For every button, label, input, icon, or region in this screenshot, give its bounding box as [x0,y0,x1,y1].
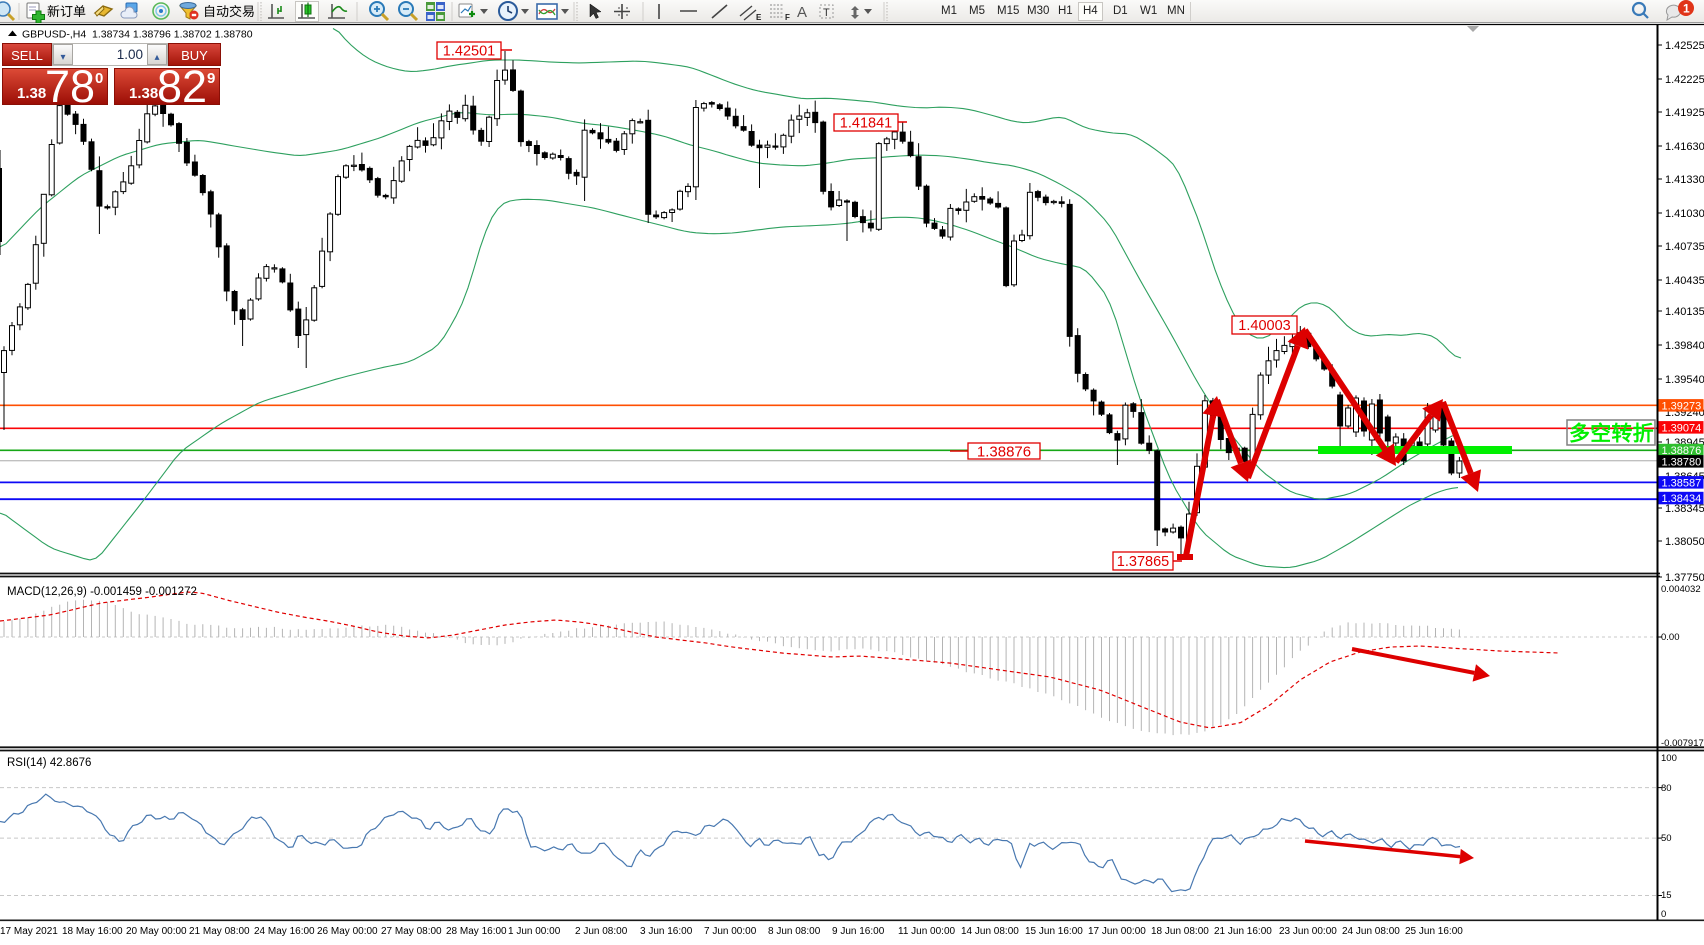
svg-text:17 May 2021: 17 May 2021 [0,926,58,937]
svg-text:1.41330: 1.41330 [1665,174,1704,186]
svg-text:20 May 00:00: 20 May 00:00 [126,926,187,937]
svg-text:1: 1 [1683,2,1690,16]
svg-text:9 Jun 16:00: 9 Jun 16:00 [832,926,885,937]
svg-text:1.42225: 1.42225 [1665,74,1704,86]
svg-text:0.00: 0.00 [1661,632,1680,643]
svg-text:18 Jun 08:00: 18 Jun 08:00 [1151,926,1209,937]
svg-text:21 May 08:00: 21 May 08:00 [189,926,250,937]
svg-text:14 Jun 08:00: 14 Jun 08:00 [961,926,1019,937]
svg-text:1.37865: 1.37865 [1117,554,1169,570]
svg-text:1.41925: 1.41925 [1665,107,1704,119]
svg-text:1.42501: 1.42501 [443,44,495,60]
svg-text:15 Jun 16:00: 15 Jun 16:00 [1025,926,1083,937]
svg-text:E: E [756,13,762,22]
svg-text:1.37750: 1.37750 [1665,572,1704,584]
svg-text:1.40003: 1.40003 [1238,318,1290,334]
svg-text:18 May 16:00: 18 May 16:00 [62,926,123,937]
svg-text:MACD(12,26,9) -0.001459 -0.001: MACD(12,26,9) -0.001459 -0.001272 [7,586,197,598]
svg-text:1.41630: 1.41630 [1665,141,1704,153]
svg-text:27 May 08:00: 27 May 08:00 [381,926,442,937]
svg-text:1.38345: 1.38345 [1665,503,1704,515]
svg-text:1.40435: 1.40435 [1665,275,1704,287]
svg-text:1.39840: 1.39840 [1665,340,1704,352]
svg-text:-0.007917: -0.007917 [1661,738,1704,749]
svg-text:1.41030: 1.41030 [1665,208,1704,220]
svg-text:1.38780: 1.38780 [1662,457,1702,469]
svg-text:GBPUSD-,H4 1.38734 1.38796 1.: GBPUSD-,H4 1.38734 1.38796 1.38702 1.387… [22,29,253,41]
svg-text:A: A [797,4,807,21]
svg-text:8 Jun 08:00: 8 Jun 08:00 [768,926,821,937]
svg-text:11 Jun 00:00: 11 Jun 00:00 [898,926,956,937]
svg-text:T: T [823,7,830,19]
svg-text:7 Jun 00:00: 7 Jun 00:00 [704,926,757,937]
svg-text:1.38876: 1.38876 [977,443,1031,460]
svg-text:1.41841: 1.41841 [840,116,892,132]
svg-text:17 Jun 00:00: 17 Jun 00:00 [1088,926,1146,937]
svg-text:1.39273: 1.39273 [1662,401,1702,413]
svg-text:RSI(14) 42.8676: RSI(14) 42.8676 [7,757,91,769]
svg-text:1 Jun 00:00: 1 Jun 00:00 [508,926,561,937]
svg-text:1.38050: 1.38050 [1665,536,1704,548]
svg-text:80: 80 [1661,783,1672,794]
svg-text:1.39074: 1.39074 [1662,423,1702,435]
svg-text:28 May 16:00: 28 May 16:00 [446,926,507,937]
svg-text:1.39540: 1.39540 [1665,374,1704,386]
svg-text:100: 100 [1661,753,1677,764]
svg-text:3 Jun 16:00: 3 Jun 16:00 [640,926,693,937]
svg-text:0: 0 [1661,909,1666,920]
svg-text:24 Jun 08:00: 24 Jun 08:00 [1342,926,1400,937]
svg-text:1.38434: 1.38434 [1662,493,1702,505]
svg-text:1.38587: 1.38587 [1662,478,1702,490]
svg-text:21 Jun 16:00: 21 Jun 16:00 [1214,926,1272,937]
svg-text:50: 50 [1661,833,1672,844]
svg-text:23 Jun 00:00: 23 Jun 00:00 [1279,926,1337,937]
svg-text:F: F [785,13,790,22]
svg-text:15: 15 [1661,890,1672,901]
svg-text:25 Jun 16:00: 25 Jun 16:00 [1405,926,1463,937]
svg-text:0.004032: 0.004032 [1661,584,1701,595]
svg-text:1.40735: 1.40735 [1665,241,1704,253]
svg-text:1.42525: 1.42525 [1665,40,1704,52]
svg-text:2 Jun 08:00: 2 Jun 08:00 [575,926,628,937]
svg-text:1.40135: 1.40135 [1665,306,1704,318]
svg-text:1.38876: 1.38876 [1662,445,1702,457]
svg-text:24 May 16:00: 24 May 16:00 [254,926,315,937]
svg-text:26 May 00:00: 26 May 00:00 [317,926,378,937]
